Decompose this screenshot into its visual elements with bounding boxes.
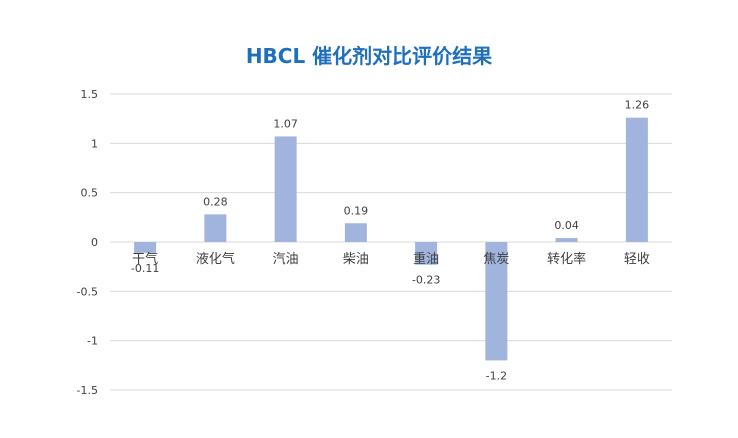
bar	[415, 242, 438, 265]
y-tick-label: 0	[91, 236, 98, 249]
bar	[274, 136, 297, 242]
data-label: -0.11	[131, 262, 159, 275]
gridlines	[110, 93, 672, 391]
x-category-label: 转化率	[547, 251, 586, 267]
bar	[555, 238, 578, 242]
data-label: 0.04	[554, 219, 579, 232]
chart-title: HBCL 催化剂对比评价结果	[245, 44, 493, 68]
bars	[134, 117, 648, 361]
y-tick-label: -1	[87, 335, 98, 348]
y-axis-ticks: 1.5 1 0.5 0 -0.5 -1 -1.5	[77, 88, 98, 397]
y-tick-label: 1.5	[81, 88, 99, 101]
x-category-label: 重油	[413, 251, 439, 267]
x-category-label: 焦炭	[483, 252, 509, 267]
bar	[134, 242, 157, 253]
data-label: 1.07	[273, 117, 298, 130]
x-category-label: 轻收	[624, 252, 650, 267]
y-tick-label: 0.5	[81, 187, 99, 200]
data-label: -0.23	[412, 274, 440, 287]
bar	[204, 214, 227, 242]
data-label: -1.2	[486, 369, 507, 382]
bar	[344, 223, 367, 242]
data-label: 0.28	[203, 195, 228, 208]
y-tick-label: -1.5	[77, 384, 98, 397]
data-label: 0.19	[344, 204, 369, 217]
bar	[625, 117, 648, 242]
data-labels: -0.11 0.28 1.07 0.19 -0.23 -1.2 0.04 1.26	[131, 99, 649, 383]
bar	[485, 242, 508, 361]
x-category-label: 干气	[132, 251, 158, 267]
y-tick-label: -0.5	[77, 285, 98, 298]
x-axis-categories: 干气 液化气 汽油 柴油 重油 焦炭 转化率 轻收	[132, 251, 650, 267]
x-category-label: 柴油	[343, 252, 369, 267]
x-category-label: 液化气	[196, 251, 235, 267]
data-label: 1.26	[625, 99, 650, 112]
y-tick-label: 1	[91, 137, 98, 150]
x-category-label: 汽油	[273, 252, 299, 267]
